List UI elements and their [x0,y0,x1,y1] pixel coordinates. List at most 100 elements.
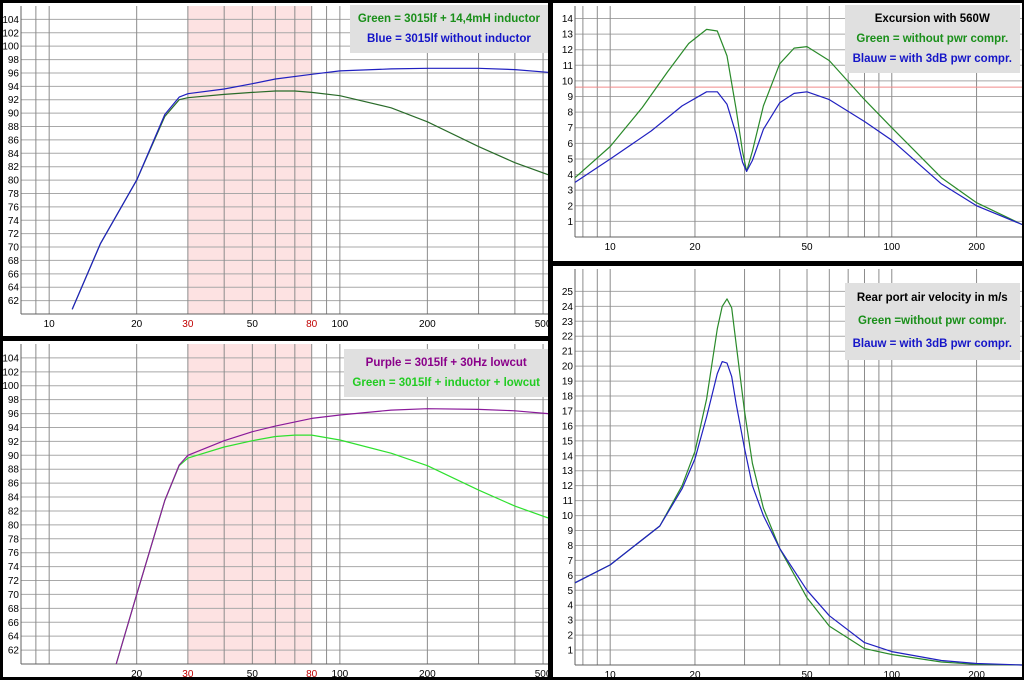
y-tick-label: 86 [8,135,20,146]
y-tick-label: 70 [8,590,20,601]
series-line-2 [71,67,548,310]
chart-excursion: 1 2 3 4 5 6 7 8 9 10 11 12 13 14 10 20 50 100 200 Excursio… [553,3,1022,261]
y-tick-label: 80 [8,520,20,531]
x-tick-label: 50 [801,670,813,677]
y-tick-label: 94 [8,82,20,93]
y-tick-label: 1 [567,217,573,228]
y-tick-label: 86 [8,479,20,490]
y-tick-label: 6 [567,139,573,150]
y-tick-label: 5 [567,154,573,165]
y-tick-label: 102 [3,28,19,39]
series-line-1 [574,298,1022,666]
y-tick-label: 90 [8,451,20,462]
y-tick-label: 100 [3,381,19,392]
y-tick-label: 82 [8,506,20,517]
chart-spl-inductor: 62 64 66 68 70 72 74 76 78 80 82 84 86 88 90 92 94 96 98 10… [3,3,548,336]
y-tick-label: 21 [562,347,574,358]
y-tick-label: 84 [8,149,20,160]
y-tick-label: 20 [562,362,574,373]
x-tick-label: 50 [247,319,259,330]
y-tick-label: 11 [563,61,574,72]
y-tick-label: 104 [3,353,19,364]
y-tick-label: 7 [567,123,573,134]
highlight-band [187,344,312,664]
x-tick-label: 20 [689,242,701,253]
y-tick-label: 8 [567,108,573,119]
y-tick-label: 14 [562,14,574,25]
x-tick-label: 30 [182,669,194,677]
series-line-2 [574,91,1022,226]
y-tick-label: 2 [567,201,573,212]
y-tick-label: 84 [8,493,20,504]
y-tick-label: 92 [8,95,20,106]
y-tick-label: 8 [567,541,573,552]
y-tick-label: 96 [8,68,20,79]
highlight-band [187,6,312,314]
x-tick-label: 80 [306,669,318,677]
y-tick-label: 10 [562,511,574,522]
y-tick-label: 12 [562,481,574,492]
chart-port-velocity: 1 2 3 4 5 6 7 8 9 10 11 12 13 14 15 16 17 18 19 20 21 22 23 24 2… [553,266,1022,677]
y-tick-label: 22 [562,332,574,343]
x-tick-label: 10 [605,670,617,677]
y-tick-label: 94 [8,423,20,434]
x-tick-label: 50 [247,669,259,677]
y-tick-label: 90 [8,109,20,120]
y-tick-label: 7 [567,556,573,567]
x-tick-label: 200 [419,669,436,677]
y-tick-label: 66 [8,269,20,280]
series-line-2 [115,408,548,665]
x-tick-label: 10 [605,242,617,253]
y-tick-label: 3 [567,616,573,627]
chart-legend: Green = 3015lf + 14,4mH inductor Blue = … [349,5,548,53]
x-tick-label: 80 [306,319,318,330]
y-tick-label: 98 [8,55,20,66]
chart-svg: 62 64 66 68 70 72 74 76 78 80 82 84 86 88 90 92 94 96 98 10… [3,344,548,677]
y-tick-label: 64 [8,632,20,643]
y-tick-label: 11 [563,496,574,507]
y-tick-label: 70 [8,243,20,254]
series-line-2 [574,361,1022,666]
y-tick-label: 6 [567,571,573,582]
y-tick-label: 88 [8,122,20,133]
legend-entry-green: Green = 3015lf + 14,4mH inductor [357,13,540,25]
y-tick-label: 9 [567,92,573,103]
x-tick-label: 20 [689,670,701,677]
y-tick-label: 4 [567,170,573,181]
chart-legend: Excursion with 560W Green = without pwr … [844,5,1020,73]
y-tick-label: 16 [562,421,574,432]
y-tick-label: 76 [8,548,20,559]
y-tick-label: 17 [562,406,574,417]
legend-entry-purple: Purple = 3015lf + 30Hz lowcut [365,357,527,369]
y-tick-label: 3 [567,186,573,197]
y-tick-label: 68 [8,604,20,615]
x-tick-label: 10 [44,319,56,330]
x-tick-label: 100 [883,242,900,253]
y-tick-label: 13 [562,30,574,41]
x-tick-label: 100 [332,319,349,330]
chart-legend: Purple = 3015lf + 30Hz lowcut Green = 30… [344,349,548,397]
chart-legend: Rear port air velocity in m/s Green =wit… [844,283,1020,360]
x-tick-label: 200 [968,670,985,677]
chart-title: Excursion with 560W [874,13,990,25]
y-tick-label: 76 [8,202,20,213]
y-tick-label: 102 [3,367,19,378]
x-tick-label: 20 [131,669,143,677]
y-tick-label: 62 [8,646,20,657]
y-tick-label: 13 [562,466,574,477]
x-tick-label: 200 [968,242,985,253]
y-tick-label: 9 [567,526,573,537]
y-tick-label: 24 [562,302,574,313]
y-tick-label: 62 [8,296,20,307]
legend-entry-green: Green =without pwr compr. [858,315,1007,327]
y-tick-label: 23 [562,317,574,328]
y-tick-label: 80 [8,176,20,187]
y-tick-label: 64 [8,283,20,294]
y-tick-label: 88 [8,465,20,476]
y-tick-label: 15 [562,436,574,447]
legend-entry-blue: Blauw = with 3dB pwr compr. [852,53,1012,65]
y-tick-label: 10 [562,76,574,87]
x-tick-label: 30 [182,319,194,330]
x-tick-label: 100 [332,669,349,677]
chart-spl-lowcut: 62 64 66 68 70 72 74 76 78 80 82 84 86 88 90 92 94 96 98 10… [3,341,548,677]
